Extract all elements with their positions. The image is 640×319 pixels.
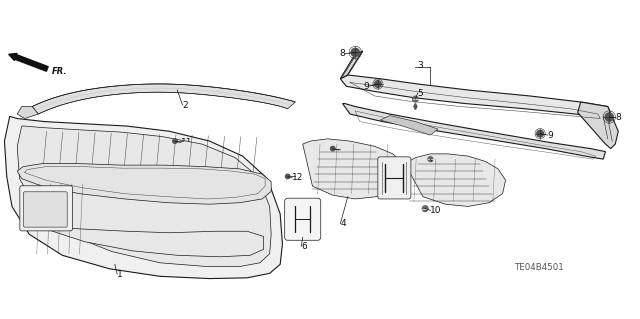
Polygon shape: [17, 126, 271, 267]
Circle shape: [537, 130, 543, 137]
Polygon shape: [342, 104, 605, 159]
FancyBboxPatch shape: [285, 198, 321, 240]
Circle shape: [330, 146, 335, 151]
Text: 11: 11: [339, 145, 350, 155]
Circle shape: [285, 174, 290, 179]
Polygon shape: [340, 75, 611, 119]
Polygon shape: [32, 84, 295, 114]
Text: TE04B4501: TE04B4501: [515, 263, 565, 272]
Circle shape: [422, 206, 428, 211]
FancyBboxPatch shape: [20, 186, 72, 231]
Polygon shape: [340, 51, 363, 79]
Text: 3: 3: [418, 61, 424, 70]
Circle shape: [374, 81, 381, 87]
Polygon shape: [17, 107, 38, 119]
FancyBboxPatch shape: [24, 192, 67, 227]
Circle shape: [605, 113, 613, 121]
FancyArrow shape: [9, 54, 48, 71]
Text: 2: 2: [182, 100, 188, 109]
Text: 1: 1: [117, 270, 123, 278]
Polygon shape: [578, 102, 618, 149]
Text: 12: 12: [292, 174, 303, 182]
Text: 10: 10: [431, 206, 442, 215]
Polygon shape: [303, 139, 405, 199]
Polygon shape: [4, 116, 282, 278]
Text: 4: 4: [340, 219, 346, 228]
Circle shape: [351, 48, 360, 56]
Circle shape: [413, 96, 419, 102]
Text: 9: 9: [548, 130, 554, 140]
Text: 8: 8: [339, 49, 345, 58]
Circle shape: [173, 139, 177, 143]
Polygon shape: [17, 164, 271, 204]
Text: 9: 9: [363, 82, 369, 91]
FancyBboxPatch shape: [378, 157, 411, 199]
Text: 5: 5: [418, 88, 424, 98]
Circle shape: [428, 157, 433, 161]
Text: 7: 7: [432, 157, 438, 166]
Polygon shape: [405, 154, 506, 206]
Text: FR.: FR.: [52, 67, 67, 76]
Text: 11: 11: [181, 138, 193, 147]
Text: 8: 8: [615, 113, 621, 122]
Polygon shape: [380, 115, 438, 135]
Text: 6: 6: [301, 242, 307, 251]
Polygon shape: [35, 219, 264, 257]
Polygon shape: [414, 104, 417, 109]
